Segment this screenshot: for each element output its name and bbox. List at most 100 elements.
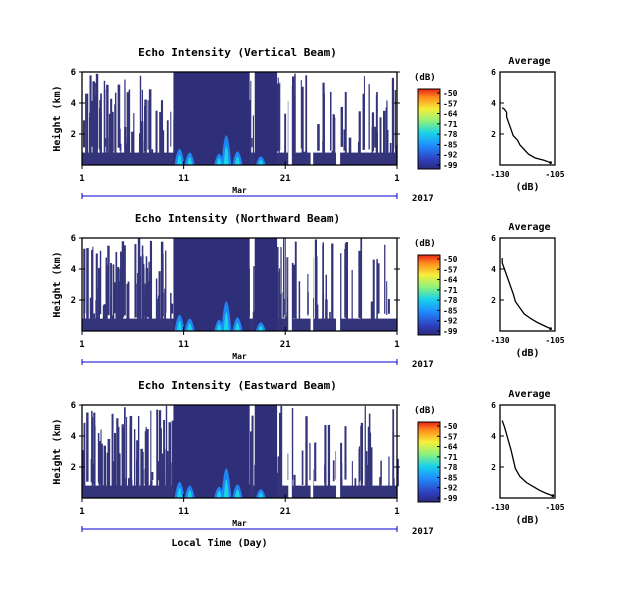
x-tick-label: 21 (280, 507, 291, 517)
echo-streak (107, 245, 110, 316)
echo-streak (116, 418, 119, 492)
echo-streak (98, 441, 101, 493)
y-axis-label: Height (km) (51, 251, 63, 317)
echo-streak (379, 117, 382, 165)
echo-streak (344, 243, 347, 315)
echo-streak (362, 93, 365, 150)
echo-streak (158, 410, 162, 486)
year-label: 2017 (412, 360, 434, 370)
echo-streak (280, 247, 282, 330)
echo-streak (141, 469, 144, 485)
echo-streak (252, 115, 255, 165)
echo-streak (339, 442, 343, 488)
echo-streak (151, 149, 154, 160)
profile-x-label: (dB) (515, 182, 539, 193)
echo-streak (147, 100, 149, 150)
profile-x-tick-label: -105 (545, 336, 564, 345)
echo-streak (105, 265, 108, 331)
profile-point (549, 327, 552, 331)
echo-streak (145, 429, 149, 481)
echo-streak (278, 84, 280, 163)
heatmap-frame (81, 71, 398, 166)
echo-streak (86, 248, 89, 327)
echo-streak (120, 143, 122, 160)
echo-streak (83, 311, 86, 327)
echo-streak (305, 75, 308, 157)
echo-streak (251, 415, 254, 486)
echo-streak (391, 77, 395, 163)
y-tick-label: 2 (71, 130, 76, 140)
echo-streak (251, 480, 254, 493)
echo-streak (157, 295, 160, 320)
colorbar-unit: (dB) (414, 406, 436, 416)
heatmap-frame (81, 237, 398, 332)
echo-streak (139, 75, 142, 157)
echo-streak (383, 110, 386, 160)
y-tick-label: 6 (71, 234, 76, 244)
echo-streak (301, 450, 304, 486)
echo-core-peak (216, 324, 222, 331)
echo-streak (294, 241, 297, 330)
echo-streak (134, 244, 137, 318)
echo-streak (95, 119, 98, 153)
echo-streak (284, 113, 287, 165)
echo-streak (325, 299, 328, 322)
echo-streak (375, 131, 379, 161)
colorbar-tick-label: -57 (443, 432, 458, 441)
echo-streak (309, 442, 311, 481)
echo-streak (89, 297, 93, 321)
echo-streak (171, 420, 174, 493)
colorbar-tick-label: -50 (443, 89, 458, 98)
echo-streak (332, 114, 335, 150)
echo-block (254, 238, 278, 331)
echo-streak (370, 447, 373, 486)
echo-streak (360, 238, 363, 322)
echo-streak (392, 431, 395, 491)
echo-streak (283, 298, 285, 315)
echo-streak (293, 95, 296, 164)
x-tick-label: 1 (79, 174, 84, 184)
profile-x-tick-label: -130 (490, 336, 509, 345)
colorbar-tick-label: -50 (443, 422, 458, 431)
heatmap (82, 238, 397, 331)
profile-frame (499, 404, 556, 499)
echo-streak (131, 131, 134, 158)
echo-streak (95, 73, 99, 150)
echo-streak (250, 80, 252, 161)
echo-streak (107, 438, 111, 495)
echo-streak (170, 303, 174, 314)
echo-streak (284, 238, 286, 319)
echo-streak (130, 479, 133, 498)
echo-streak (83, 248, 86, 314)
colorbar-tick-label: -71 (443, 120, 458, 129)
data-gap (288, 72, 292, 165)
echo-streak (277, 456, 280, 493)
echo-streak (104, 138, 107, 147)
y-tick-label: 2 (71, 296, 76, 306)
echo-streak (162, 130, 165, 154)
echo-streak (322, 294, 325, 331)
echo-streak (160, 100, 164, 165)
echo-streak (387, 299, 390, 314)
echo-streak (93, 313, 96, 322)
echo-streak (301, 86, 304, 160)
echo-streak (126, 283, 129, 331)
echo-streak (126, 143, 128, 157)
echo-streak (377, 263, 380, 314)
profile-line (501, 420, 554, 497)
x-tick-label: 21 (280, 340, 291, 350)
colorbar-unit: (dB) (414, 239, 436, 249)
echo-streak (126, 416, 128, 498)
echo-streak (163, 449, 166, 493)
echo-streak (368, 413, 371, 495)
echo-streak (316, 256, 318, 322)
echo-streak (292, 287, 294, 314)
echo-block (173, 72, 250, 165)
echo-streak (141, 121, 144, 158)
echo-streak (114, 104, 117, 155)
echo-streak (370, 301, 374, 326)
echo-streak (385, 107, 388, 163)
heatmap-frame (81, 404, 398, 499)
y-tick-label: 6 (71, 68, 76, 78)
colorbar-tick-label: -50 (443, 255, 458, 264)
